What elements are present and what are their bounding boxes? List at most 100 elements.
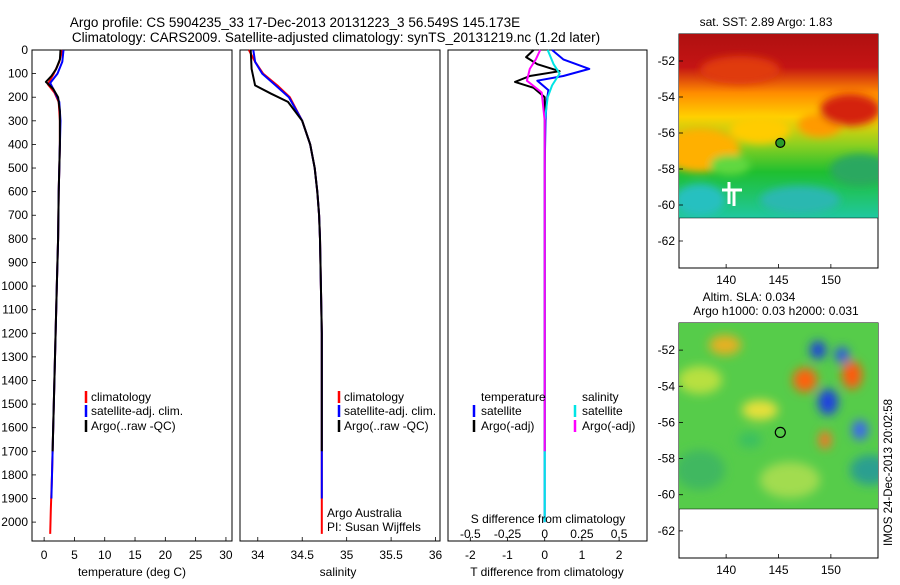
sst-argo-position-marker [775, 137, 786, 148]
x-tick-label: -2 [465, 548, 476, 562]
figure-title-line1: Argo profile: CS 5904235_33 17-Dec-2013 … [70, 15, 520, 30]
lon-tick-label: 145 [768, 563, 788, 577]
y-tick-label: 1200 [1, 326, 28, 340]
legend-header-temperature: temperature [481, 390, 546, 404]
x-tick-label: 5 [71, 548, 78, 562]
y-tick-label: 100 [8, 67, 28, 81]
y-tick-label: 700 [8, 208, 28, 222]
y-tick-label: 300 [8, 114, 28, 128]
x-tick-label: 0 [541, 548, 548, 562]
pi-text: PI: Susan Wijffels [327, 520, 421, 534]
y-tick-label: 1500 [1, 397, 28, 411]
legend-label-argo: Argo(..raw -QC) [344, 419, 429, 433]
lat-tick-label: -54 [658, 90, 676, 104]
salinity-axes-frame [239, 49, 441, 542]
salinity-panel: 34 34.5 35 35.5 36 climatology satellite-adj… [239, 49, 443, 579]
lat-tick-label: -56 [658, 126, 676, 140]
y-tick-label: 600 [8, 185, 28, 199]
sla-field [679, 323, 878, 509]
x2-tick-label: 0 [541, 527, 548, 541]
lat-tick-label: -58 [658, 162, 676, 176]
legend-label-climatology: climatology [344, 390, 404, 404]
x2-tick-label: 0.25 [570, 527, 594, 541]
lat-tick-label: -54 [658, 379, 676, 393]
sst-map-title: sat. SST: 2.89 Argo: 1.83 [700, 15, 833, 29]
x-tick-label: 34 [251, 548, 265, 562]
x-tick-label: 30 [219, 548, 233, 562]
x-tick-label: 34.5 [291, 548, 315, 562]
lat-tick-label: -62 [658, 524, 676, 538]
s-difference-label: S difference from climatology [471, 512, 626, 526]
sla-map-title: Altim. SLA: 0.034 [703, 290, 796, 304]
series-line-argo-raw-qc- [249, 49, 323, 452]
lat-tick-label: -60 [658, 198, 676, 212]
y-tick-label: 900 [8, 255, 28, 269]
series-line-salinity-argo-adj- [525, 49, 546, 452]
x2-tick-label: -0.5 [460, 527, 481, 541]
x-tick-label: -1 [502, 548, 513, 562]
series-line-argo-raw-qc- [44, 49, 62, 452]
lat-tick-label: -60 [658, 488, 676, 502]
y-tick-label: 1400 [1, 373, 28, 387]
x-tick-label: 20 [159, 548, 173, 562]
y-tick-label: 1300 [1, 350, 28, 364]
lon-tick-label: 150 [821, 273, 841, 287]
x-tick-label: 35 [340, 548, 354, 562]
legend-label-satellite: satellite-adj. clim. [344, 404, 436, 418]
legend-label-temp-satellite: satellite [481, 404, 522, 418]
x-tick-label: 15 [128, 548, 142, 562]
lat-tick-label: -52 [658, 54, 676, 68]
sla-map-subtitle: Argo h1000: 0.03 h2000: 0.031 [693, 304, 859, 318]
x-tick-label: 1 [579, 548, 586, 562]
legend-label-argo: Argo(..raw -QC) [91, 419, 176, 433]
salinity-xlabel: salinity [320, 565, 357, 579]
temperature-axes-frame [31, 49, 233, 542]
sst-field [679, 34, 878, 218]
difference-panel: -2 -1 0 1 2 -0.5 -0.25 0 0.25 0.5 temperature sa… [447, 49, 648, 579]
difference-legend: temperature satellite Argo(-adj) salinit… [472, 390, 635, 433]
sst-missing-data-mark [722, 182, 742, 206]
salinity-legend: climatology satellite-adj. clim. Argo(..… [337, 390, 436, 433]
x2-tick-label: -0.25 [494, 527, 522, 541]
x-tick-label: 2 [616, 548, 623, 562]
legend-label-satellite: satellite-adj. clim. [91, 404, 183, 418]
x-tick-label: 36 [429, 548, 443, 562]
lon-tick-label: 140 [716, 273, 736, 287]
figure-title-line2: Climatology: CARS2009. Satellite-adjuste… [72, 30, 600, 45]
difference-axes-frame [447, 49, 648, 542]
x-tick-label: 10 [98, 548, 112, 562]
imos-timestamp: IMOS 24-Dec-2013 20:02:58 [883, 399, 895, 546]
x-tick-label: 0 [41, 548, 48, 562]
lat-tick-label: -52 [658, 343, 676, 357]
x2-tick-label: 0.5 [611, 527, 628, 541]
legend-label-temp-argo: Argo(-adj) [481, 419, 534, 433]
y-tick-label: 500 [8, 161, 28, 175]
y-tick-label: 1100 [2, 303, 28, 317]
sla-map: Altim. SLA: 0.034 Argo h1000: 0.03 h2000… [658, 290, 879, 577]
y-tick-label: 1800 [1, 468, 28, 482]
temperature-xlabel: temperature (deg C) [78, 565, 186, 579]
y-tick-label: 1600 [1, 421, 28, 435]
sst-map: sat. SST: 2.89 Argo: 1.83 -52 -54 -56 -58 -6… [658, 15, 879, 287]
lon-tick-label: 140 [716, 563, 736, 577]
lat-tick-label: -58 [658, 452, 676, 466]
y-tick-label: 2000 [1, 515, 28, 529]
x-tick-label: 25 [189, 548, 203, 562]
x-tick-label: 35.5 [379, 548, 403, 562]
lat-tick-label: -56 [658, 415, 676, 429]
lat-tick-label: -62 [658, 234, 676, 248]
temperature-legend: climatology satellite-adj. clim. Argo(..… [84, 390, 183, 433]
legend-label-sal-satellite: satellite [582, 404, 623, 418]
y-tick-label: 200 [8, 90, 28, 104]
y-tick-label: 400 [8, 137, 28, 151]
legend-header-salinity: salinity [582, 390, 619, 404]
y-tick-label: 0 [21, 43, 28, 57]
legend-label-climatology: climatology [91, 390, 151, 404]
legend-label-sal-argo: Argo(-adj) [582, 419, 635, 433]
y-tick-label: 1900 [1, 492, 28, 506]
t-difference-xlabel: T difference from climatology [470, 565, 624, 579]
lon-tick-label: 145 [768, 273, 788, 287]
lon-tick-label: 150 [821, 563, 841, 577]
